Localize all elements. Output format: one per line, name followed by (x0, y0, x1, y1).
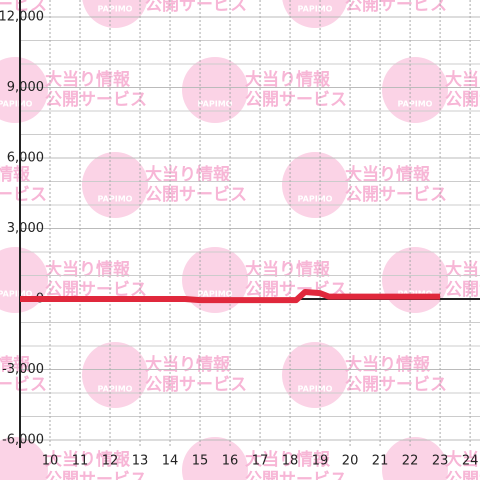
x-tick-label: 24 (462, 454, 479, 469)
y-tick-label: 12,000 (0, 10, 44, 25)
x-tick-label: 14 (162, 454, 179, 469)
x-tick-label: 16 (222, 454, 239, 469)
watermark-brand: PAPIMO (198, 290, 233, 299)
watermark-brand: PAPIMO (398, 100, 433, 109)
watermark-line1: 大当り情報 (245, 259, 331, 280)
y-tick-label: 6,000 (7, 151, 44, 166)
x-tick-label: 10 (42, 454, 59, 469)
watermark-circle (182, 247, 248, 313)
watermark-circle (0, 57, 48, 123)
watermark-circle (182, 437, 248, 480)
watermark-line1: 大当り情報 (445, 259, 480, 280)
watermark-line2: 公開サービス (445, 90, 480, 110)
watermark-line2: 公開サービス (0, 375, 47, 395)
y-tick-label: 9,000 (7, 80, 44, 95)
series-line (20, 288, 441, 304)
watermark-line1: 大当り情報 (0, 164, 31, 185)
watermark-circle (82, 0, 148, 28)
watermark-line2: 公開サービス (45, 470, 147, 480)
watermark-brand: PAPIMO (198, 100, 233, 109)
watermark-line2: 公開サービス (145, 375, 247, 395)
watermark-brand: PAPIMO (98, 385, 133, 394)
watermark-line2: 公開サービス (145, 185, 247, 205)
watermark-circle (382, 247, 448, 313)
x-tick-label: 22 (402, 454, 419, 469)
watermark-circle (282, 152, 348, 218)
watermark-line1: 大当り情報 (245, 69, 331, 90)
x-tick-label: 23 (432, 454, 449, 469)
watermark-circle (282, 342, 348, 408)
x-tick-label: 18 (282, 454, 299, 469)
x-tick-label: 20 (342, 454, 359, 469)
watermark-line2: 公開サービス (445, 280, 480, 300)
x-tick-label: 21 (372, 454, 389, 469)
watermark-line2: 公開サービス (345, 375, 447, 395)
y-tick-label: -6,000 (2, 433, 44, 448)
watermark-line1: 大当り情報 (45, 259, 131, 280)
watermark-brand: PAPIMO (0, 100, 33, 109)
watermark-circle (182, 57, 248, 123)
watermark-brand: PAPIMO (98, 195, 133, 204)
watermark-line1: 大当り情報 (45, 449, 131, 470)
watermark-line2: 公開サービス (45, 280, 147, 300)
x-tick-label: 12 (102, 454, 119, 469)
watermark-line2: 公開サービス (245, 90, 347, 110)
watermark-line1: 大当り情報 (345, 164, 431, 185)
watermark-circle (382, 437, 448, 480)
x-tick-label: 11 (72, 454, 89, 469)
watermark-line1: 大当り情報 (345, 354, 431, 375)
watermark-line1: 大当り情報 (145, 164, 231, 185)
watermark-line2: 公開サービス (45, 90, 147, 110)
watermark-line2: 公開サービス (245, 470, 347, 480)
x-tick-label: 19 (312, 454, 329, 469)
watermark-brand: PAPIMO (298, 5, 333, 14)
y-tick-label: -3,000 (2, 362, 44, 377)
watermark-brand: PAPIMO (0, 290, 33, 299)
watermark-line1: 大当り情報 (445, 449, 480, 470)
watermark-circle (82, 342, 148, 408)
y-tick-label: 3,000 (7, 221, 44, 236)
watermark-brand: PAPIMO (98, 5, 133, 14)
watermark-line2: 公開サービス (345, 185, 447, 205)
watermark-circle (82, 152, 148, 218)
watermark-line1: 大当り情報 (445, 69, 480, 90)
x-tick-label: 17 (252, 454, 269, 469)
watermark-brand: PAPIMO (298, 195, 333, 204)
watermark-line2: 公開サービス (145, 0, 247, 15)
watermark-line1: 大当り情報 (45, 69, 131, 90)
watermark-line1: 大当り情報 (245, 449, 331, 470)
watermark-line2: 公開サービス (0, 0, 47, 15)
x-tick-label: 13 (132, 454, 149, 469)
watermark-line2: 公開サービス (0, 185, 47, 205)
watermark-line1: 大当り情報 (145, 354, 231, 375)
x-tick-label: 15 (192, 454, 209, 469)
watermark-line2: 公開サービス (445, 470, 480, 480)
watermark-line2: 公開サービス (345, 0, 447, 15)
watermark-circle (282, 0, 348, 28)
watermark-brand: PAPIMO (298, 385, 333, 394)
watermark-circle (382, 57, 448, 123)
watermark-circle (0, 437, 48, 480)
grid (20, 0, 480, 448)
